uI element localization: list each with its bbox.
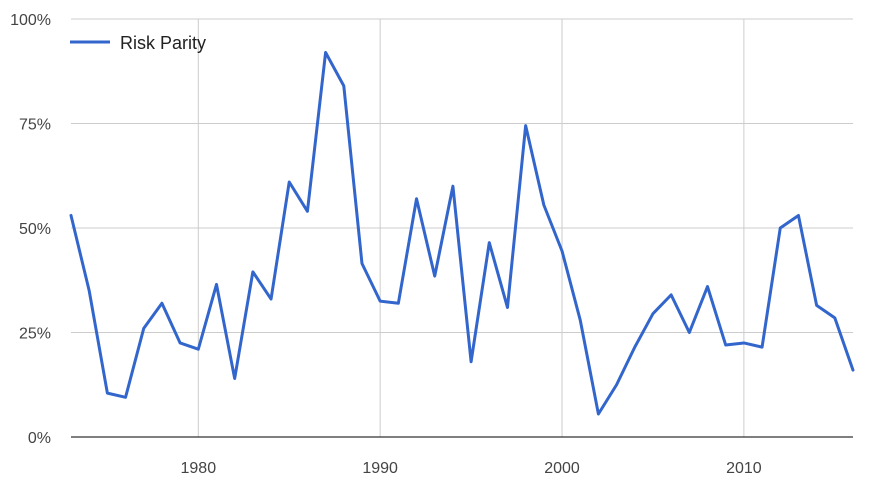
legend-label-risk-parity: Risk Parity	[120, 33, 206, 53]
y-tick-label: 50%	[19, 221, 51, 238]
x-tick-label: 2010	[726, 460, 762, 477]
series	[69, 50, 855, 416]
grid	[71, 18, 853, 437]
x-tick-label: 2000	[544, 460, 580, 477]
x-tick-label: 1990	[362, 460, 398, 477]
x-tick-label: 1980	[181, 460, 217, 477]
y-tick-label: 100%	[10, 12, 51, 29]
y-tick-label: 25%	[19, 326, 51, 343]
y-tick-label: 0%	[28, 430, 51, 447]
series-line-risk-parity	[69, 50, 855, 416]
y-tick-label: 75%	[19, 117, 51, 134]
axes: 0% 25% 50% 75% 100% 1980 1990 2000 2010	[10, 12, 853, 477]
legend: Risk Parity	[70, 33, 206, 53]
